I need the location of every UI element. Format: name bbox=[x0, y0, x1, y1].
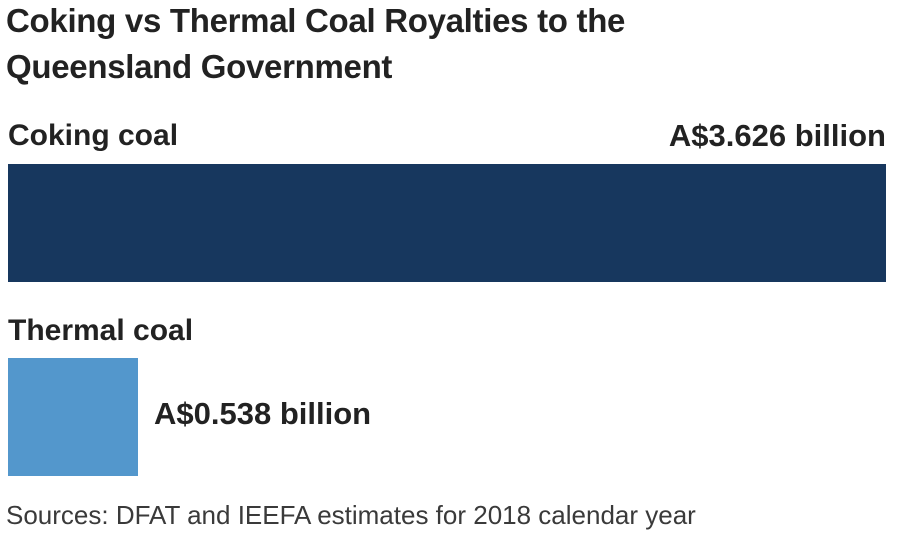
category-label-thermal-coal: Thermal coal bbox=[8, 314, 194, 347]
bar-coking-coal bbox=[8, 164, 886, 282]
chart-title-line-2: Queensland Government bbox=[6, 48, 393, 85]
chart-title-line-1: Coking vs Thermal Coal Royalties to the bbox=[6, 2, 626, 39]
category-label-coking-coal: Coking coal bbox=[8, 119, 179, 152]
chart-title: Coking vs Thermal Coal Royalties to the … bbox=[6, 0, 886, 90]
bar-chart: Coking coal A$3.626 billion Thermal coal… bbox=[0, 110, 900, 490]
bar-thermal-coal bbox=[8, 358, 138, 476]
value-label-thermal-coal: A$0.538 billion bbox=[154, 396, 372, 431]
source-note: Sources: DFAT and IEEFA estimates for 20… bbox=[6, 500, 696, 530]
value-label-coking-coal: A$3.626 billion bbox=[668, 118, 886, 153]
